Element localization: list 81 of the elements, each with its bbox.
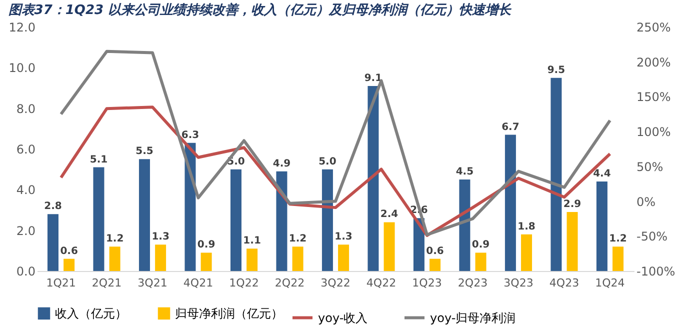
x-tick-label: 4Q23	[549, 276, 580, 290]
y-tick-label: 2.0	[16, 224, 36, 238]
data-label: 5.5	[136, 146, 154, 158]
x-tick-label: 2Q22	[274, 276, 305, 290]
x-tick-label: 1Q24	[595, 276, 625, 290]
data-label: 4.9	[272, 158, 291, 170]
legend-label: 归母净利润（亿元）	[175, 306, 283, 320]
y2-tick-label: 50%	[636, 160, 664, 174]
data-label: 0.9	[472, 240, 490, 251]
bar	[612, 246, 624, 271]
bar	[47, 214, 58, 271]
data-label: 1.2	[106, 234, 124, 245]
y2-tick-label: 100%	[636, 125, 671, 140]
x-tick-label: 1Q23	[412, 276, 442, 290]
y-tick-label: 10.0	[8, 61, 36, 76]
bar	[292, 246, 304, 271]
data-label: 0.6	[426, 246, 444, 257]
bar	[459, 180, 470, 271]
x-tick-label: 1Q21	[46, 276, 76, 290]
data-label: 6.3	[181, 130, 200, 141]
legend-label: yoy-收入	[318, 310, 368, 325]
bar	[521, 234, 532, 271]
data-label: 5.0	[318, 156, 336, 168]
bar	[504, 134, 516, 271]
y2-tick-label: -50%	[636, 230, 668, 244]
data-label: 1.2	[288, 234, 307, 245]
bar	[430, 258, 441, 271]
y-tick-label: 12.0	[8, 20, 36, 34]
bar	[338, 244, 350, 271]
bar	[200, 252, 212, 271]
data-label: 0.9	[197, 240, 216, 251]
data-label: 9.5	[547, 64, 566, 76]
data-label: 0.6	[60, 246, 78, 257]
y-tick-label: 6.0	[16, 142, 36, 156]
legend-label: yoy-归母净利润	[430, 310, 516, 325]
x-tick-label: 3Q22	[320, 276, 350, 290]
bar	[550, 78, 562, 271]
y-tick-label: 8.0	[16, 102, 36, 116]
bar	[566, 212, 578, 271]
data-label: 4.5	[456, 166, 474, 178]
bar	[368, 86, 379, 271]
data-label: 1.3	[152, 232, 170, 243]
bar	[276, 171, 288, 271]
y2-tick-label: 0%	[636, 194, 656, 209]
x-tick-label: 4Q22	[366, 276, 396, 290]
bar	[138, 159, 150, 271]
x-tick-label: 2Q23	[458, 276, 488, 290]
y2-tick-label: 150%	[636, 90, 671, 104]
data-label: 1.1	[243, 236, 261, 247]
data-label: 2.8	[44, 201, 62, 212]
data-label: 9.1	[364, 72, 382, 84]
y-tick-label: 0.0	[16, 264, 36, 278]
legend-label: 收入（亿元）	[55, 306, 127, 320]
bar	[109, 246, 120, 271]
bar	[384, 222, 395, 271]
bar	[246, 248, 258, 271]
bar	[475, 252, 486, 271]
y2-tick-label: -100%	[636, 264, 676, 278]
data-label: 2.9	[563, 199, 582, 210]
bar	[155, 244, 166, 271]
chart-title: 图表37：1Q23 以来公司业绩持续改善，收入（亿元）及归母净利润（亿元）快速增长	[8, 2, 512, 18]
data-label: 1.8	[518, 221, 536, 232]
data-label: 1.3	[334, 232, 352, 243]
x-tick-label: 2Q21	[92, 276, 122, 290]
x-tick-label: 1Q22	[229, 276, 259, 290]
bar	[322, 169, 333, 271]
data-label: 2.4	[380, 209, 398, 220]
y-tick-label: 4.0	[16, 183, 36, 198]
x-tick-label: 4Q21	[183, 276, 214, 290]
bar	[230, 169, 242, 271]
y2-tick-label: 250%	[636, 20, 671, 34]
data-label: 6.7	[502, 122, 520, 133]
data-label: 1.2	[609, 234, 627, 245]
bar	[596, 182, 608, 271]
bar	[93, 167, 104, 271]
x-tick-label: 3Q21	[138, 276, 168, 290]
x-tick-label: 3Q23	[504, 276, 534, 290]
data-label: 5.1	[90, 154, 108, 166]
bar	[64, 258, 75, 271]
y2-tick-label: 200%	[636, 55, 671, 70]
data-label: 4.4	[593, 168, 611, 180]
